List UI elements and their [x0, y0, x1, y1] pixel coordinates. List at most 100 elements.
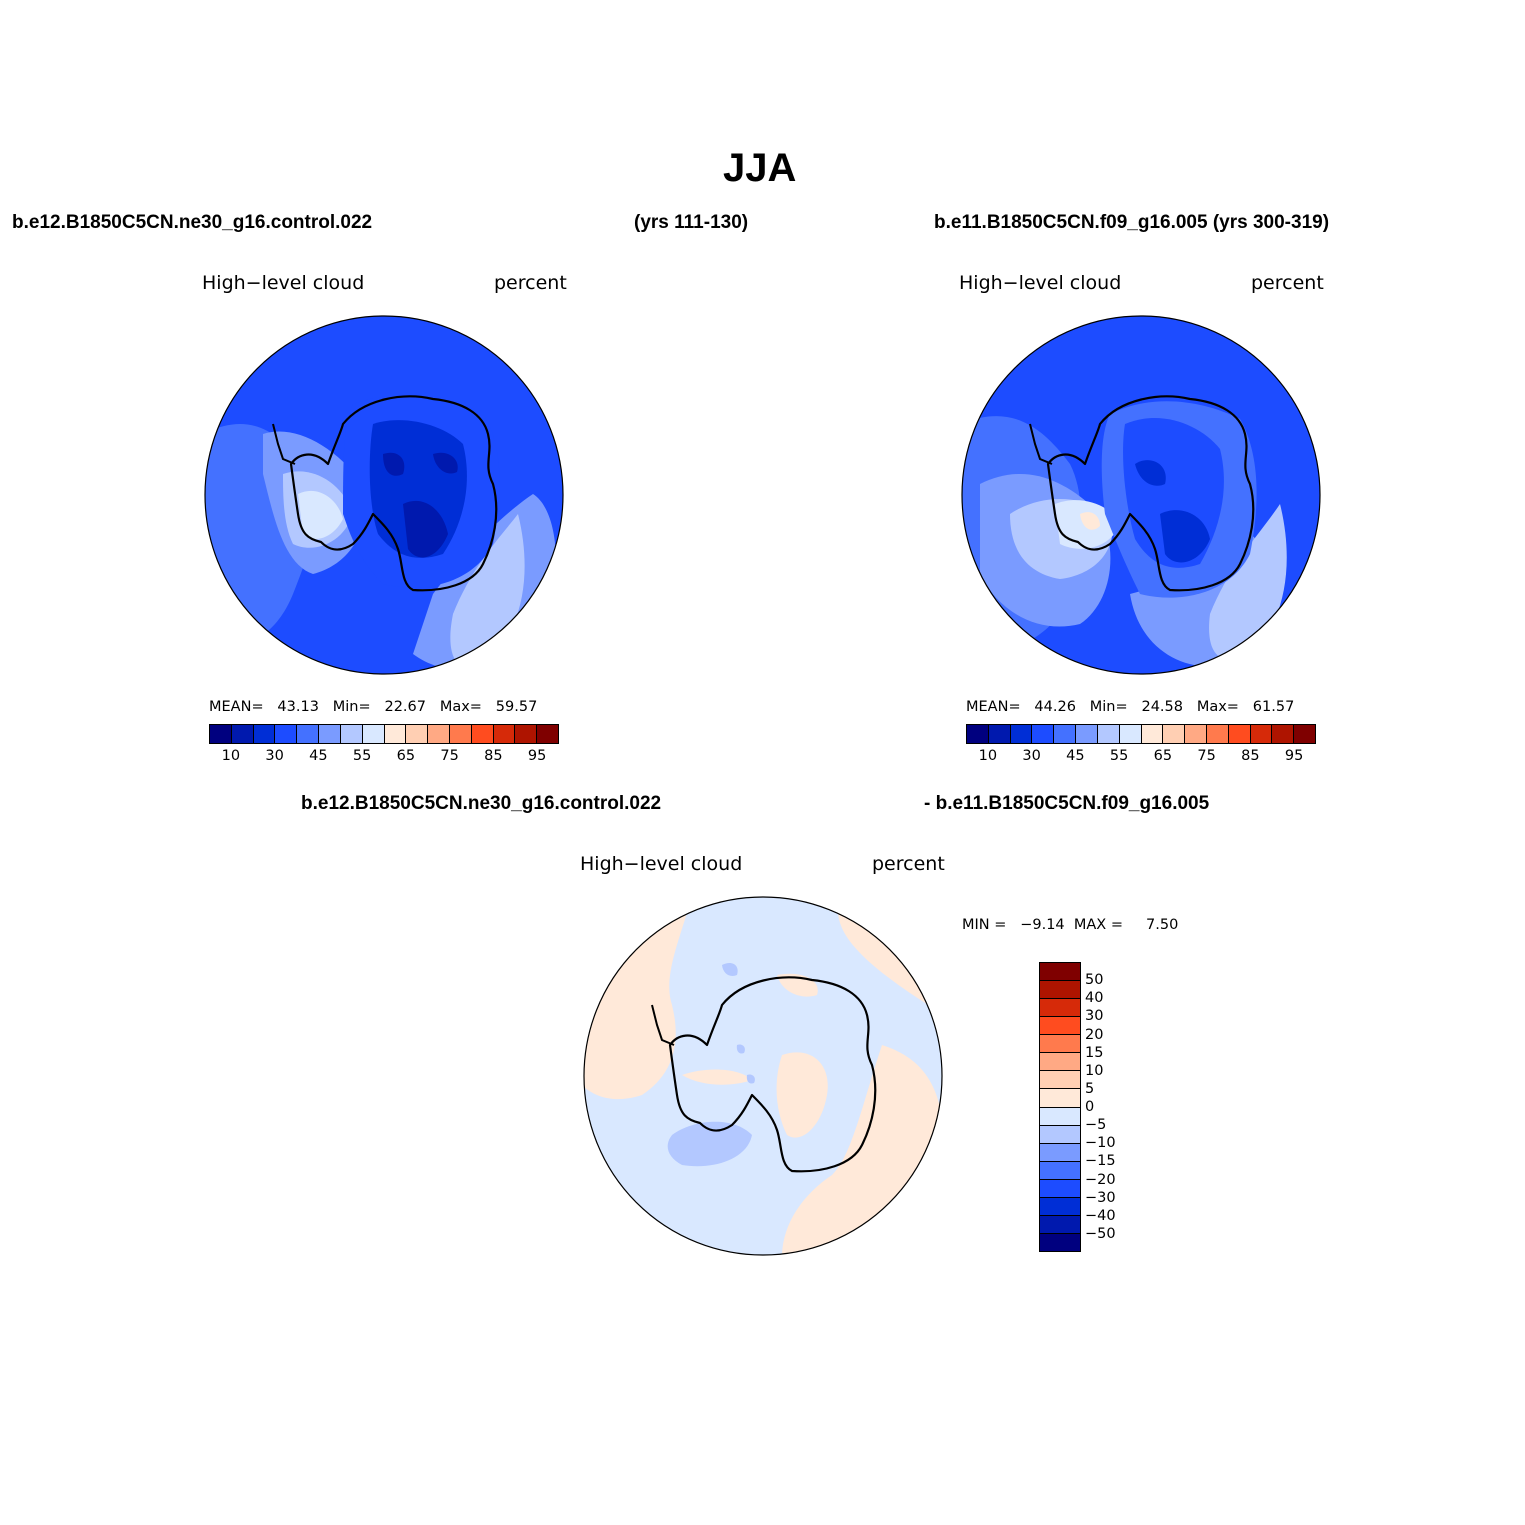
case-a-title: b.e12.B1850C5CN.ne30_g16.control.022 — [12, 212, 373, 233]
panel1-variable: High−level cloud — [202, 272, 365, 294]
colorbar-swatch — [1040, 1106, 1080, 1125]
panel2-min: 24.58 — [1141, 699, 1183, 715]
colorbar-swatch — [297, 725, 320, 743]
colorbar-swatch — [1054, 725, 1077, 743]
panel2-variable: High−level cloud — [959, 272, 1122, 294]
panel2-polar-map — [961, 315, 1321, 675]
colorbar-swatch — [1076, 725, 1098, 743]
colorbar-swatch — [428, 725, 450, 743]
colorbar-swatch — [967, 725, 989, 743]
panel2-colorbar-tick-label: 95 — [1284, 748, 1304, 764]
colorbar-swatch — [1040, 1160, 1080, 1179]
colorbar-swatch — [340, 725, 363, 743]
panel1-colorbar-tick-label: 65 — [396, 748, 416, 764]
panel2-colorbar-tick-label: 65 — [1153, 748, 1173, 764]
panel3-colorbar-tick-label: −15 — [1085, 1153, 1116, 1170]
panel3-colorbar-tick-label: −5 — [1085, 1117, 1107, 1134]
panel2-colorbar-ticks: 10 30 45 55 65 75 85 95 — [966, 748, 1316, 768]
panel1-colorbar-tick-label: 75 — [440, 748, 459, 764]
panel3-minmax: MIN = −9.14 MAX = 7.50 — [962, 917, 1179, 933]
panel1-min-label: Min= — [332, 699, 371, 715]
colorbar-swatch — [406, 725, 429, 743]
colorbar-swatch — [319, 725, 341, 743]
panel1-units: percent — [494, 272, 567, 294]
colorbar-swatch — [1040, 963, 1080, 981]
colorbar-swatch — [1032, 725, 1055, 743]
panel2-colorbar-tick-label: 45 — [1066, 748, 1085, 764]
panel3-colorbar-tick-label: −10 — [1085, 1135, 1116, 1152]
panel3-colorbar — [1039, 962, 1081, 1252]
panel3-colorbar-tick-label: −50 — [1085, 1225, 1116, 1242]
colorbar-swatch — [1010, 725, 1033, 743]
panel3-colorbar-tick-label: −30 — [1085, 1189, 1116, 1206]
figure-title: JJA — [723, 146, 797, 190]
panel2-colorbar-tick-label: 10 — [978, 748, 998, 764]
panel2-colorbar-tick-label: 55 — [1109, 748, 1129, 764]
colorbar-swatch — [493, 725, 516, 743]
colorbar-swatch — [1040, 1232, 1080, 1251]
colorbar-swatch — [384, 725, 407, 743]
panel3-colorbar-tick-label: 50 — [1085, 972, 1104, 989]
panel1-polar-map — [204, 315, 564, 675]
panel3-colorbar-ticks: −50 −40 −30 −20 −15 −10 −5 0 5 10 15 20 30 40 50 — [1085, 962, 1145, 1252]
panel2-min-label: Min= — [1089, 699, 1128, 715]
colorbar-swatch — [1040, 1088, 1080, 1107]
colorbar-swatch — [253, 725, 276, 743]
panel2-max-label: Max= — [1196, 699, 1239, 715]
colorbar-swatch — [1206, 725, 1229, 743]
colorbar-swatch — [1250, 725, 1273, 743]
colorbar-swatch — [1040, 1124, 1080, 1143]
panel2-colorbar — [966, 724, 1316, 744]
panel2-mean-label: MEAN= — [966, 699, 1021, 715]
case-a-years: (yrs 111-130) — [634, 212, 749, 233]
colorbar-swatch — [1040, 1196, 1080, 1215]
panel3-colorbar-tick-label: 10 — [1085, 1062, 1104, 1079]
panel1-mean-label: MEAN= — [209, 699, 264, 715]
panel1-colorbar-tick-label: 45 — [309, 748, 328, 764]
colorbar-swatch — [1040, 1034, 1080, 1053]
colorbar-swatch — [1119, 725, 1142, 743]
colorbar-swatch — [1141, 725, 1164, 743]
colorbar-swatch — [537, 725, 558, 743]
colorbar-swatch — [1040, 998, 1080, 1017]
colorbar-swatch — [362, 725, 385, 743]
panel1-colorbar-tick-label: 55 — [352, 748, 372, 764]
diff-case-a-title: b.e12.B1850C5CN.ne30_g16.control.022 — [301, 793, 662, 814]
panel1-colorbar — [209, 724, 559, 744]
colorbar-swatch — [1272, 725, 1295, 743]
panel3-units: percent — [872, 853, 945, 875]
case-b-title: b.e11.B1850C5CN.f09_g16.005 (yrs 300-319… — [934, 212, 1330, 233]
panel1-colorbar-tick-label: 30 — [265, 748, 284, 764]
panel1-colorbar-tick-label: 85 — [484, 748, 503, 764]
colorbar-swatch — [449, 725, 472, 743]
panel3-colorbar-tick-label: −40 — [1085, 1207, 1116, 1224]
panel2-units: percent — [1251, 272, 1324, 294]
panel3-variable: High−level cloud — [580, 853, 743, 875]
panel1-colorbar-tick-label: 10 — [221, 748, 241, 764]
colorbar-swatch — [515, 725, 538, 743]
panel1-max: 59.57 — [495, 699, 538, 715]
panel3-colorbar-tick-label: 0 — [1085, 1099, 1095, 1115]
colorbar-swatch — [231, 725, 254, 743]
panel1-stats: MEAN= 43.13 Min= 22.67 Max= 59.57 — [209, 699, 537, 715]
colorbar-swatch — [1040, 1142, 1080, 1161]
colorbar-swatch — [471, 725, 494, 743]
colorbar-swatch — [1163, 725, 1186, 743]
panel3-colorbar-tick-label: 20 — [1085, 1026, 1104, 1043]
colorbar-swatch — [1040, 1214, 1080, 1233]
colorbar-swatch — [210, 725, 232, 743]
colorbar-swatch — [1040, 1052, 1080, 1071]
colorbar-swatch — [1228, 725, 1251, 743]
colorbar-swatch — [1040, 1178, 1080, 1197]
colorbar-swatch — [1097, 725, 1120, 743]
panel3-colorbar-tick-label: 40 — [1085, 990, 1104, 1007]
panel3-polar-map — [583, 896, 943, 1256]
panel2-stats: MEAN= 44.26 Min= 24.58 Max= 61.57 — [966, 699, 1294, 715]
panel1-colorbar-ticks: 10 30 45 55 65 75 85 95 — [209, 748, 559, 768]
colorbar-swatch — [1040, 980, 1080, 999]
panel1-mean: 43.13 — [277, 699, 319, 715]
panel1-max-label: Max= — [439, 699, 482, 715]
colorbar-swatch — [1185, 725, 1207, 743]
panel2-colorbar-tick-label: 85 — [1241, 748, 1260, 764]
panel2-colorbar-tick-label: 75 — [1197, 748, 1216, 764]
